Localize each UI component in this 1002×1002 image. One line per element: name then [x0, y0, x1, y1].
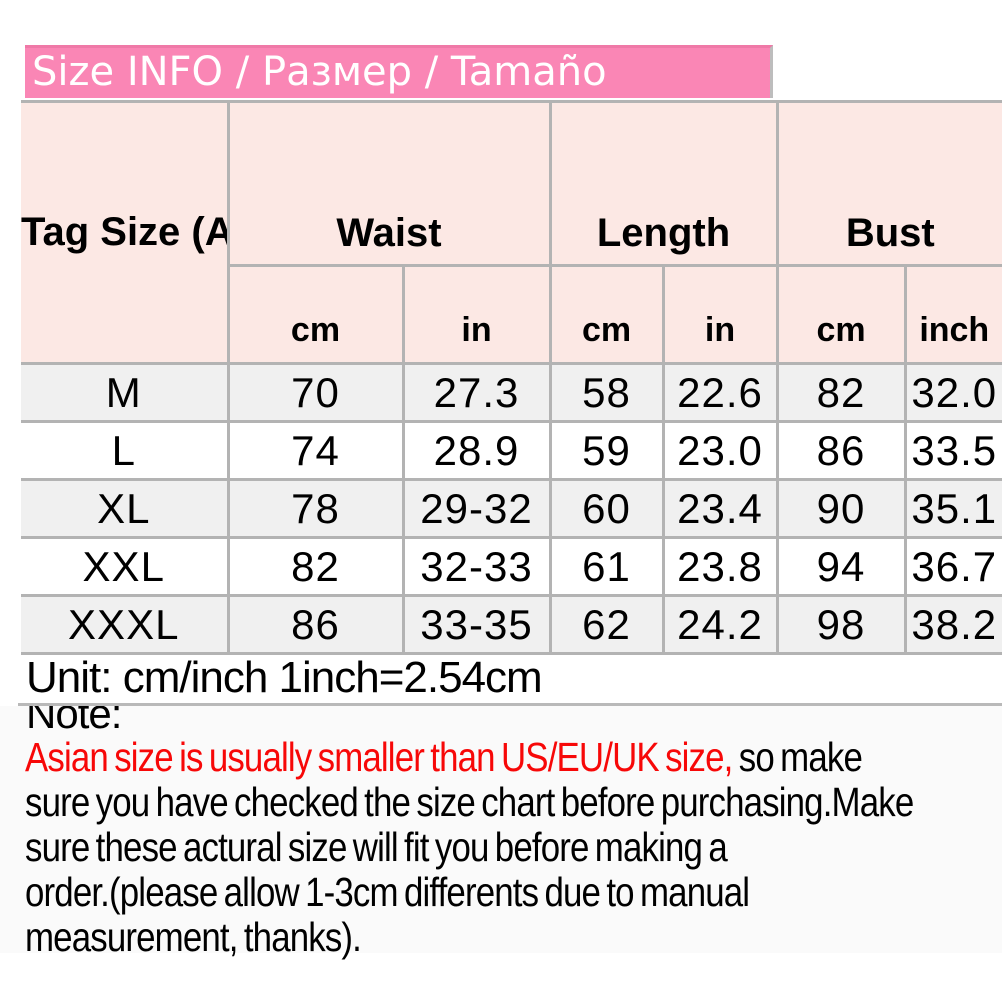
group-header-length: Length	[548, 100, 779, 267]
note-paragraph: Asian size is usually smaller than US/EU…	[25, 735, 1002, 960]
note-line1-black: so make	[732, 734, 863, 780]
value-cell: 94	[775, 536, 907, 597]
title-text: Size INFO / Размер / Tamaño	[32, 49, 607, 95]
table-row: XXL 82 32-33 61 23.8 94 36.7	[21, 536, 1002, 597]
value-cell: 28.9	[401, 420, 552, 481]
value-cell: 61	[548, 536, 665, 597]
value-cell: 27.3	[401, 362, 552, 423]
table-row: XL 78 29-32 60 23.4 90 35.1	[21, 478, 1002, 539]
unit-note: Unit: cm/inch 1inch=2.54cm	[26, 653, 543, 702]
note-line: order.(please allow 1-3cm differents due…	[25, 869, 750, 915]
unit-header-length-cm: cm	[548, 264, 665, 365]
table-group-header-row: Tag Size (Asian Size) Waist Length Bust	[21, 100, 1002, 365]
value-cell: 32.0	[903, 362, 1002, 423]
divider-line	[18, 703, 1002, 706]
table-row: XXXL 86 33-35 62 24.2 98 38.2	[21, 594, 1002, 655]
note-line: Asian size is usually smaller than US/EU…	[25, 735, 1002, 780]
value-cell: 23.4	[661, 478, 779, 539]
value-cell: 32-33	[401, 536, 552, 597]
unit-header-bust-cm: cm	[775, 264, 907, 365]
note-line: sure these actural size will fit you bef…	[25, 824, 728, 870]
corner-header-cell: Tag Size (Asian Size)	[21, 100, 230, 365]
unit-header-waist-cm: cm	[228, 264, 405, 365]
size-cell: L	[21, 420, 230, 481]
table-row: M 70 27.3 58 22.6 82 32.0	[21, 362, 1002, 423]
note-heading: Note:	[26, 706, 122, 733]
value-cell: 90	[775, 478, 907, 539]
value-cell: 35.1	[903, 478, 1002, 539]
value-cell: 82	[226, 536, 405, 597]
value-cell: 24.2	[661, 594, 779, 655]
value-cell: 70	[226, 362, 405, 423]
note-heading-clip: Note:	[26, 706, 121, 733]
group-header-bust: Bust	[775, 100, 1002, 267]
value-cell: 74	[226, 420, 405, 481]
size-cell: XL	[21, 478, 230, 539]
value-cell: 86	[226, 594, 405, 655]
value-cell: 60	[548, 478, 665, 539]
size-table: Tag Size (Asian Size) Waist Length Bust …	[21, 100, 1002, 655]
value-cell: 62	[548, 594, 665, 655]
value-cell: 33.5	[903, 420, 1002, 481]
size-cell: XXXL	[21, 594, 230, 655]
table-unit-header-row: cm in cm in cm inch	[21, 264, 1002, 365]
value-cell: 36.7	[903, 536, 1002, 597]
group-header-waist: Waist	[226, 100, 552, 267]
value-cell: 98	[775, 594, 907, 655]
table-row: L 74 28.9 59 23.0 86 33.5	[21, 420, 1002, 481]
value-cell: 23.0	[661, 420, 779, 481]
value-cell: 58	[548, 362, 665, 423]
note-line: measurement, thanks).	[25, 914, 362, 960]
value-cell: 86	[775, 420, 907, 481]
value-cell: 29-32	[401, 478, 552, 539]
note-line: sure you have checked the size chart bef…	[25, 779, 914, 825]
value-cell: 82	[775, 362, 907, 423]
value-cell: 78	[226, 478, 405, 539]
notes-area	[0, 706, 1002, 953]
unit-header-waist-in: in	[401, 264, 552, 365]
size-cell: M	[21, 362, 230, 423]
value-cell: 33-35	[401, 594, 552, 655]
size-cell: XXL	[21, 536, 230, 597]
value-cell: 38.2	[903, 594, 1002, 655]
value-cell: 22.6	[661, 362, 779, 423]
value-cell: 59	[548, 420, 665, 481]
unit-header-bust-inch: inch	[903, 264, 1002, 365]
note-red-highlight: Asian size is usually smaller than US/EU…	[25, 734, 733, 780]
unit-header-length-in: in	[661, 264, 779, 365]
title-bar: Size INFO / Размер / Tamaño	[25, 45, 773, 98]
value-cell: 23.8	[661, 536, 779, 597]
